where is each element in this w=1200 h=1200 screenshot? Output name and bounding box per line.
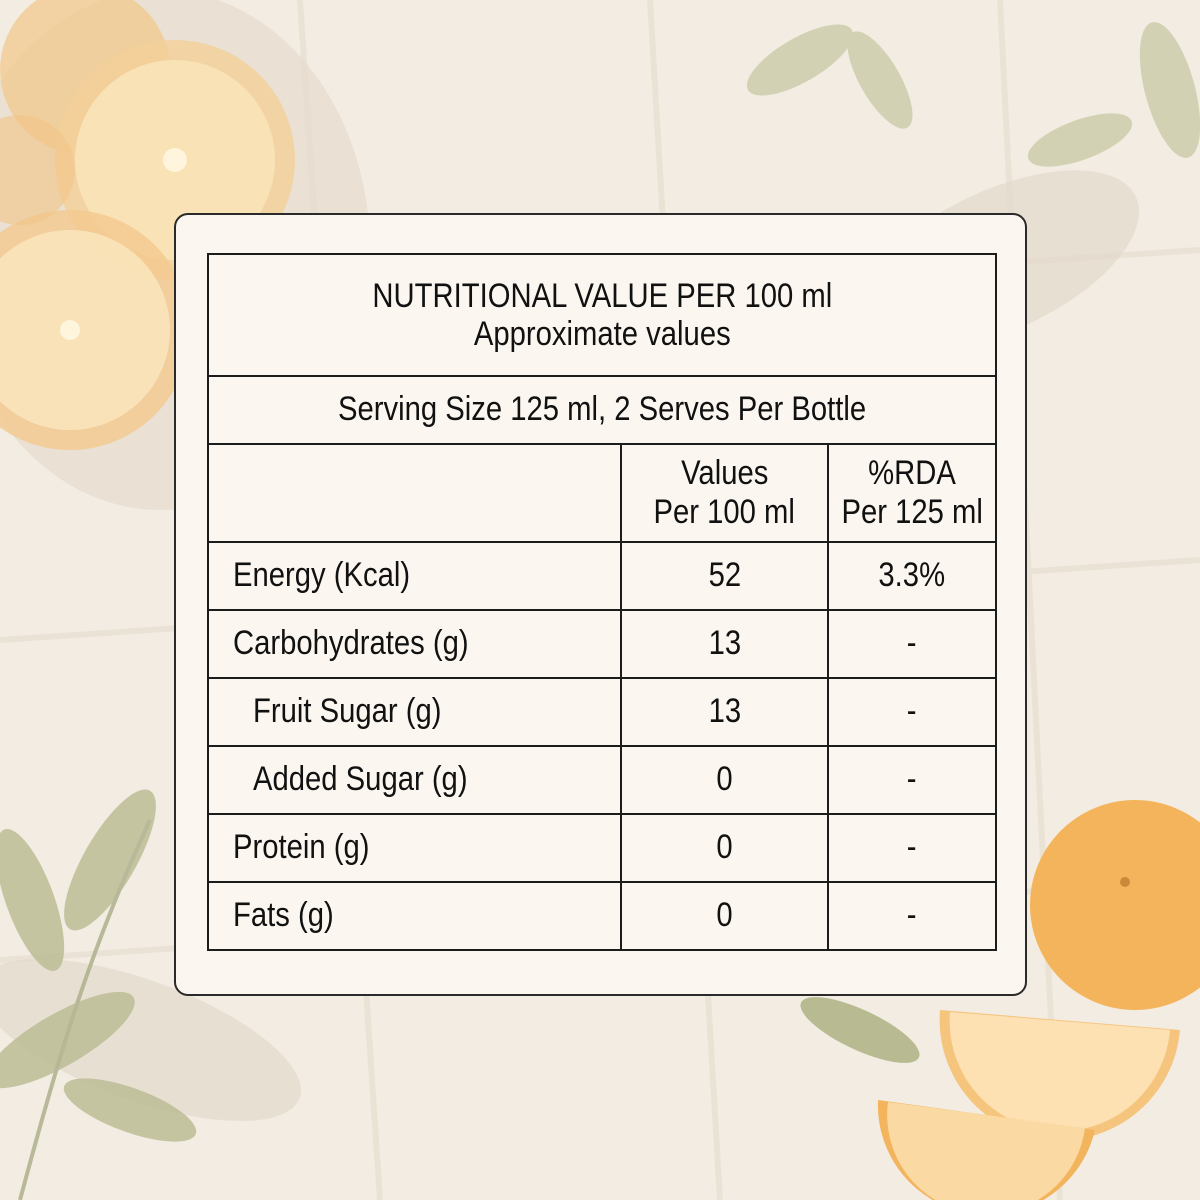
table-subtitle: Approximate values	[473, 315, 731, 353]
nutrient-rda: -	[907, 896, 917, 935]
nutrition-table: NUTRITIONAL VALUE PER 100 ml Approximate…	[206, 253, 998, 951]
rda-header-line2: Per 125 ml	[841, 493, 983, 531]
table-row: Fats (g) 0 -	[207, 881, 998, 951]
values-header-line1: Values	[680, 453, 769, 492]
nutrient-rda: 3.3%	[878, 556, 946, 595]
nutrient-rda: -	[907, 828, 917, 867]
nutrient-value: 13	[708, 692, 741, 731]
rda-header-line1: %RDA	[868, 453, 956, 492]
nutrient-rda: -	[907, 624, 917, 663]
serving-size-cell: Serving Size 125 ml, 2 Serves Per Bottle	[206, 375, 998, 445]
orange-slices-icon	[800, 800, 1200, 1200]
table-title-cell: NUTRITIONAL VALUE PER 100 ml Approximate…	[206, 253, 998, 377]
nutrient-value: 13	[708, 624, 741, 663]
nutrient-rda: -	[907, 760, 917, 799]
nutrient-value: 52	[708, 556, 741, 595]
table-row: Protein (g) 0 -	[207, 813, 998, 883]
column-header-empty	[207, 443, 622, 543]
nutrient-name: Added Sugar (g)	[253, 760, 468, 799]
table-row: Added Sugar (g) 0 -	[207, 745, 998, 815]
nutrient-value: 0	[716, 760, 733, 799]
table-row: Energy (Kcal) 52 3.3%	[207, 541, 998, 611]
column-header-values: Values Per 100 ml	[620, 443, 829, 543]
serving-size: Serving Size 125 ml, 2 Serves Per Bottle	[337, 390, 867, 429]
nutrient-name: Fruit Sugar (g)	[253, 692, 442, 731]
nutrient-name: Fats (g)	[233, 896, 334, 935]
leaf-cluster-bottom-icon	[0, 789, 197, 1200]
nutrient-rda: -	[907, 692, 917, 731]
nutrient-value: 0	[716, 896, 733, 935]
table-title: NUTRITIONAL VALUE PER 100 ml	[372, 276, 832, 315]
leaf-cluster-top-icon	[746, 22, 1200, 167]
table-row: Fruit Sugar (g) 13 -	[207, 677, 998, 747]
column-header-rda: %RDA Per 125 ml	[826, 443, 998, 543]
table-row: Carbohydrates (g) 13 -	[207, 609, 998, 679]
nutrient-name: Protein (g)	[233, 828, 370, 867]
values-header-line2: Per 100 ml	[653, 493, 796, 531]
nutrient-name: Carbohydrates (g)	[233, 624, 469, 663]
nutrient-value: 0	[716, 828, 733, 867]
nutrient-name: Energy (Kcal)	[233, 556, 411, 595]
